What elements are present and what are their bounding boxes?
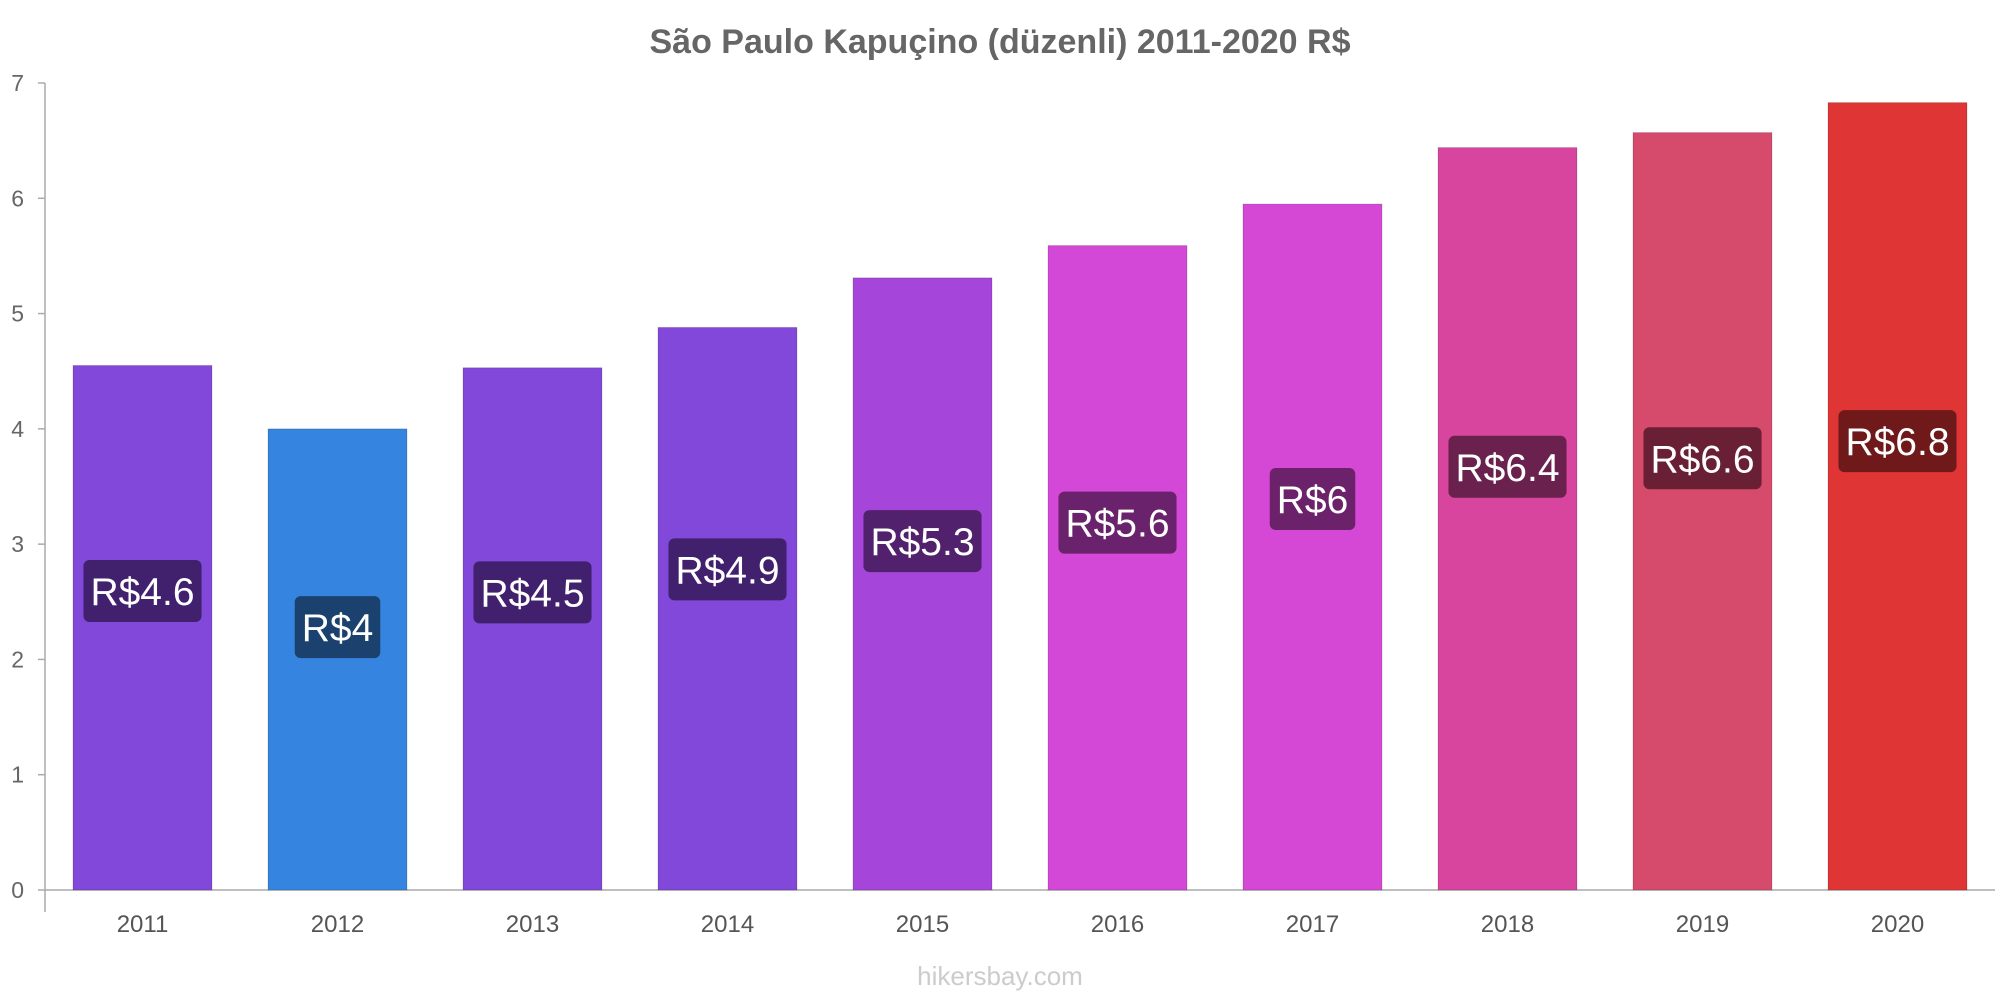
y-tick-label: 3 bbox=[11, 531, 24, 557]
data-label-2016: R$5.6 bbox=[1058, 491, 1177, 554]
data-label-text: R$4.6 bbox=[90, 571, 194, 614]
x-tick-label: 2020 bbox=[1871, 911, 1924, 938]
data-label-text: R$6.4 bbox=[1455, 447, 1559, 490]
data-label-background bbox=[83, 560, 202, 623]
watermark: hikersbay.com bbox=[917, 961, 1083, 991]
bar-2019 bbox=[1632, 132, 1773, 891]
bars bbox=[72, 102, 1968, 891]
x-tick-label: 2017 bbox=[1286, 911, 1339, 938]
data-label-text: R$6.6 bbox=[1650, 438, 1754, 481]
x-tick-label: 2018 bbox=[1481, 911, 1534, 938]
data-label-2014: R$4.9 bbox=[668, 538, 787, 601]
data-label-text: R$4.5 bbox=[480, 572, 584, 615]
bar-2017 bbox=[1242, 203, 1383, 891]
y-tick-label: 6 bbox=[11, 185, 24, 211]
data-label-2013: R$4.5 bbox=[473, 561, 592, 624]
data-label-2019: R$6.6 bbox=[1643, 427, 1762, 490]
y-tick-label: 1 bbox=[11, 762, 24, 788]
x-tick-label: 2019 bbox=[1676, 911, 1729, 938]
data-label-2011: R$4.6 bbox=[83, 560, 202, 623]
data-label-background bbox=[1838, 410, 1957, 473]
bar-2016 bbox=[1047, 245, 1188, 891]
y-tick-label: 5 bbox=[11, 301, 24, 327]
data-label-2018: R$6.4 bbox=[1448, 435, 1567, 498]
data-label-text: R$5.3 bbox=[870, 521, 974, 564]
data-label-text: R$4 bbox=[302, 607, 374, 650]
bar-2013 bbox=[462, 367, 603, 891]
x-tick-label: 2013 bbox=[506, 911, 559, 938]
data-label-background bbox=[668, 538, 787, 601]
data-labels: R$4.6 R$4 R$4.5 R$4.9 R$5.3 R$5.6 R$6 R$6.4 R$6.… bbox=[83, 410, 1957, 659]
data-label-background bbox=[1448, 435, 1567, 498]
data-label-2015: R$5.3 bbox=[863, 510, 982, 573]
y-tick-labels: 0 1 2 3 4 5 6 7 bbox=[11, 70, 45, 903]
data-label-background bbox=[294, 596, 381, 659]
data-label-text: R$5.6 bbox=[1065, 503, 1169, 546]
y-tick-label: 7 bbox=[11, 70, 24, 96]
y-tick-label: 0 bbox=[11, 877, 24, 903]
data-label-2020: R$6.8 bbox=[1838, 410, 1957, 473]
x-tick-label: 2011 bbox=[117, 911, 169, 938]
x-tick-label: 2012 bbox=[311, 911, 364, 938]
data-label-2012: R$4 bbox=[294, 596, 381, 659]
data-label-2017: R$6 bbox=[1269, 468, 1356, 531]
data-label-text: R$6.8 bbox=[1845, 421, 1949, 464]
data-label-text: R$4.9 bbox=[675, 549, 779, 592]
x-tick-labels: 2011 2012 2013 2014 2015 2016 2017 2018 2019 2020 bbox=[117, 911, 1925, 938]
bar-2015 bbox=[852, 277, 993, 891]
data-label-background bbox=[1058, 491, 1177, 554]
x-tick-label: 2016 bbox=[1091, 911, 1144, 938]
x-tick-label: 2014 bbox=[701, 911, 754, 938]
bar-2011 bbox=[72, 364, 213, 891]
data-label-background bbox=[473, 561, 592, 624]
data-label-background bbox=[1269, 468, 1356, 531]
y-tick-label: 4 bbox=[11, 416, 24, 442]
bar-2020 bbox=[1827, 102, 1968, 891]
data-label-background bbox=[863, 510, 982, 573]
data-label-text: R$6 bbox=[1277, 479, 1349, 522]
data-label-background bbox=[1643, 427, 1762, 490]
bar-2018 bbox=[1437, 147, 1578, 891]
y-tick-label: 2 bbox=[11, 646, 24, 672]
x-tick-label: 2015 bbox=[896, 911, 949, 938]
bar-2012 bbox=[267, 428, 408, 891]
chart-title: São Paulo Kapuçino (düzenli) 2011-2020 R… bbox=[650, 23, 1351, 61]
bar-2014 bbox=[657, 326, 798, 891]
